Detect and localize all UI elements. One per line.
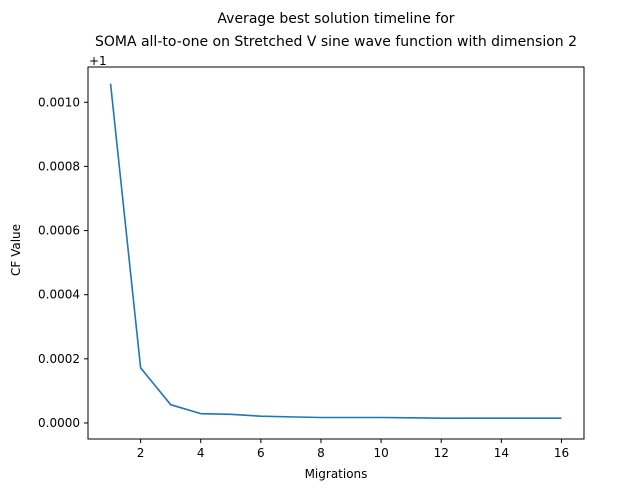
y-axis-label: CF Value: [9, 224, 23, 276]
x-tick-label: 2: [137, 446, 145, 460]
chart-title-line-1: Average best solution timeline for: [217, 11, 454, 27]
y-tick-label: 0.0000: [38, 416, 80, 430]
x-tick-label: 16: [554, 446, 569, 460]
chart-title-line-2: SOMA all-to-one on Stretched V sine wave…: [95, 34, 577, 50]
x-tick-label: 4: [197, 446, 205, 460]
x-axis-ticks: 2 4 6 8 10 12 14 16: [137, 439, 569, 460]
x-tick-label: 6: [257, 446, 265, 460]
y-tick-label: 0.0008: [38, 159, 80, 173]
plot-area-frame: [87, 66, 585, 440]
y-tick-label: 0.0010: [38, 95, 80, 109]
y-axis-ticks: 0.0000 0.0002 0.0004 0.0006 0.0008 0.0010: [38, 95, 88, 430]
x-tick-label: 12: [434, 446, 449, 460]
x-tick-label: 8: [317, 446, 325, 460]
y-tick-label: 0.0006: [38, 224, 80, 238]
x-tick-label: 10: [373, 446, 388, 460]
x-tick-label: 14: [494, 446, 509, 460]
series-line: [109, 83, 562, 419]
x-axis-label: Migrations: [305, 467, 368, 481]
y-tick-label: 0.0002: [38, 352, 80, 366]
y-offset-label: +1: [89, 54, 107, 68]
series-group: [109, 83, 562, 419]
y-tick-label: 0.0004: [38, 288, 80, 302]
